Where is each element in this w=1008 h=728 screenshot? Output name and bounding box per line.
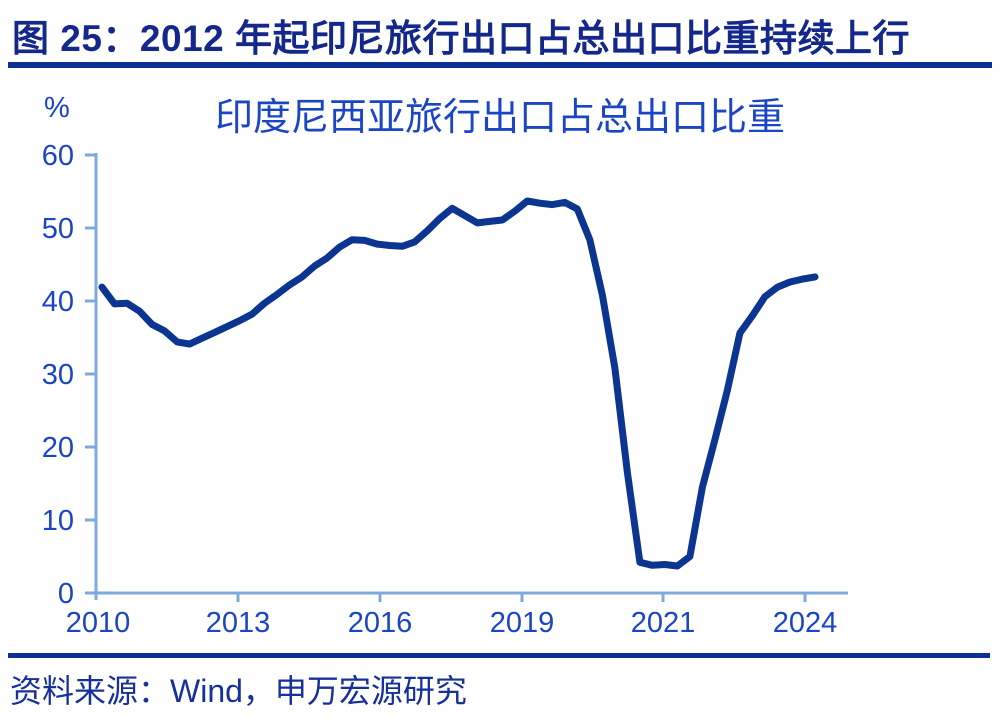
y-axis-unit-label: %	[44, 92, 70, 124]
x-tick-label: 2016	[348, 607, 413, 639]
source-note: 资料来源：Wind，申万宏源研究	[10, 673, 467, 709]
y-tick-label: 50	[42, 213, 74, 245]
footer-divider	[8, 653, 990, 658]
y-tick-label: 30	[42, 359, 74, 391]
y-tick-label: 0	[58, 578, 74, 610]
x-tick-label: 2024	[773, 607, 838, 639]
x-tick-label: 2010	[66, 607, 131, 639]
x-tick-label: 2013	[206, 607, 271, 639]
y-tick-label: 60	[42, 140, 74, 172]
x-tick-label: 2021	[631, 607, 696, 639]
data-series-line	[98, 197, 819, 570]
y-tick-label: 40	[42, 286, 74, 318]
header-divider	[8, 62, 992, 68]
figure-header-title: 图 25：2012 年起印尼旅行出口占总出口比重持续上行	[12, 18, 911, 59]
x-tick-label: 2019	[490, 607, 555, 639]
y-tick-label: 20	[42, 432, 74, 464]
y-tick-label: 10	[42, 505, 74, 537]
chart-title: 印度尼西亚旅行出口占总出口比重	[214, 97, 785, 139]
